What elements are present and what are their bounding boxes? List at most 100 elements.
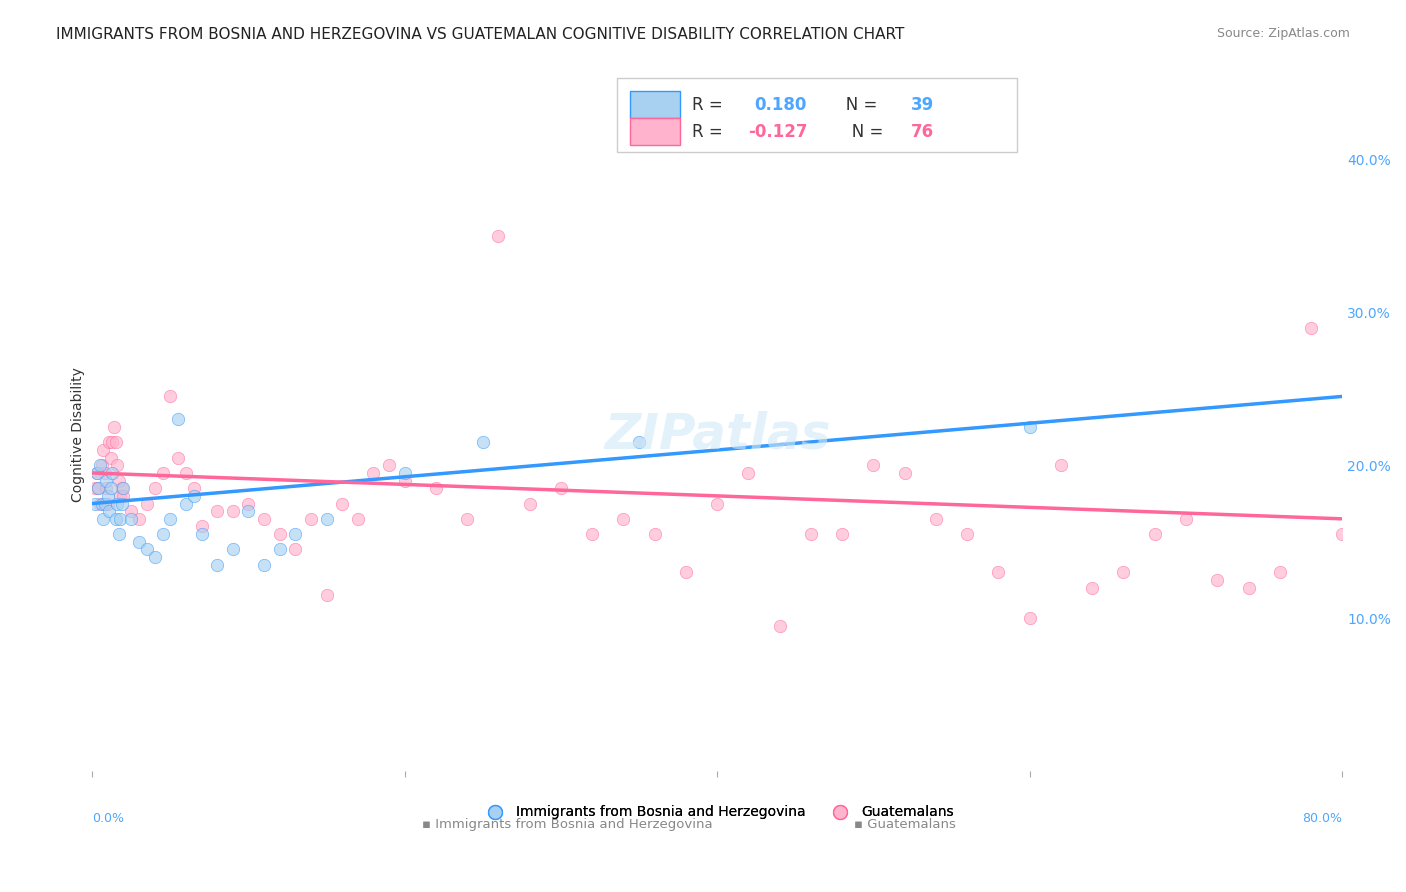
Text: ▪ Immigrants from Bosnia and Herzegovina: ▪ Immigrants from Bosnia and Herzegovina xyxy=(422,819,713,831)
Point xyxy=(110,512,132,526)
Point xyxy=(769,619,792,633)
Point xyxy=(96,481,118,495)
Point xyxy=(128,512,150,526)
Point xyxy=(1175,512,1198,526)
Point xyxy=(104,512,127,526)
Point xyxy=(471,435,494,450)
Point xyxy=(152,466,174,480)
Point xyxy=(128,534,150,549)
Point xyxy=(644,527,666,541)
FancyBboxPatch shape xyxy=(617,78,1018,152)
Point xyxy=(190,519,212,533)
Point xyxy=(104,435,127,450)
Text: R =: R = xyxy=(692,123,728,141)
Point xyxy=(174,466,197,480)
Point xyxy=(112,489,135,503)
Point xyxy=(167,450,190,465)
Point xyxy=(84,481,107,495)
Bar xyxy=(630,119,679,145)
Point xyxy=(675,566,697,580)
Point xyxy=(93,497,115,511)
Point xyxy=(183,489,205,503)
Point xyxy=(205,504,228,518)
Point xyxy=(893,466,915,480)
Point xyxy=(581,527,603,541)
Point xyxy=(183,481,205,495)
Point xyxy=(800,527,823,541)
Bar xyxy=(630,91,679,119)
Text: 0.180: 0.180 xyxy=(755,95,807,114)
Point xyxy=(87,481,110,495)
Point xyxy=(315,588,337,602)
Text: -0.127: -0.127 xyxy=(748,123,808,141)
Point xyxy=(110,489,132,503)
Point xyxy=(394,466,416,480)
Text: ZIPatlas: ZIPatlas xyxy=(605,410,831,458)
Point xyxy=(330,497,353,511)
Point xyxy=(97,489,120,503)
Point xyxy=(1018,611,1040,625)
Point xyxy=(86,466,108,480)
Point xyxy=(238,497,260,511)
Point xyxy=(269,542,291,557)
Point xyxy=(315,512,337,526)
Text: Source: ZipAtlas.com: Source: ZipAtlas.com xyxy=(1216,27,1350,40)
Point xyxy=(90,497,112,511)
Point xyxy=(152,527,174,541)
Y-axis label: Cognitive Disability: Cognitive Disability xyxy=(72,368,86,502)
Point xyxy=(98,435,121,450)
Point xyxy=(205,558,228,572)
Point xyxy=(550,481,572,495)
Point xyxy=(253,512,276,526)
Point xyxy=(167,412,190,426)
Point xyxy=(284,527,307,541)
Point xyxy=(394,474,416,488)
Point xyxy=(107,474,129,488)
Point xyxy=(956,527,979,541)
Text: 80.0%: 80.0% xyxy=(1302,812,1343,825)
Point xyxy=(706,497,728,511)
Point xyxy=(987,566,1010,580)
Point xyxy=(87,481,110,495)
Point xyxy=(112,481,135,495)
Point xyxy=(1331,527,1354,541)
Point xyxy=(159,389,181,403)
Text: ▪ Guatemalans: ▪ Guatemalans xyxy=(853,819,956,831)
Point xyxy=(96,474,118,488)
Point xyxy=(862,458,884,473)
Point xyxy=(101,466,124,480)
Point xyxy=(612,512,634,526)
Point xyxy=(111,497,134,511)
Point xyxy=(1143,527,1166,541)
Text: 76: 76 xyxy=(911,123,934,141)
Text: 39: 39 xyxy=(911,95,934,114)
Point xyxy=(269,527,291,541)
Point xyxy=(284,542,307,557)
Point xyxy=(831,527,853,541)
Point xyxy=(86,466,108,480)
Point xyxy=(1018,420,1040,434)
Point xyxy=(93,466,115,480)
Point xyxy=(89,497,111,511)
Point xyxy=(105,497,128,511)
Point xyxy=(1362,458,1385,473)
Text: N =: N = xyxy=(830,95,883,114)
Point xyxy=(135,497,157,511)
Point xyxy=(100,450,122,465)
Point xyxy=(91,442,114,457)
Point xyxy=(120,504,142,518)
Point xyxy=(456,512,478,526)
Point xyxy=(90,458,112,473)
Point xyxy=(346,512,368,526)
Point xyxy=(363,466,385,480)
Point xyxy=(107,527,129,541)
Point xyxy=(135,542,157,557)
Point xyxy=(628,435,651,450)
Point xyxy=(299,512,322,526)
Point xyxy=(1206,573,1229,587)
Point xyxy=(1393,512,1406,526)
Point xyxy=(89,458,111,473)
Point xyxy=(238,504,260,518)
Point xyxy=(1268,566,1291,580)
Text: IMMIGRANTS FROM BOSNIA AND HERZEGOVINA VS GUATEMALAN COGNITIVE DISABILITY CORREL: IMMIGRANTS FROM BOSNIA AND HERZEGOVINA V… xyxy=(56,27,904,42)
